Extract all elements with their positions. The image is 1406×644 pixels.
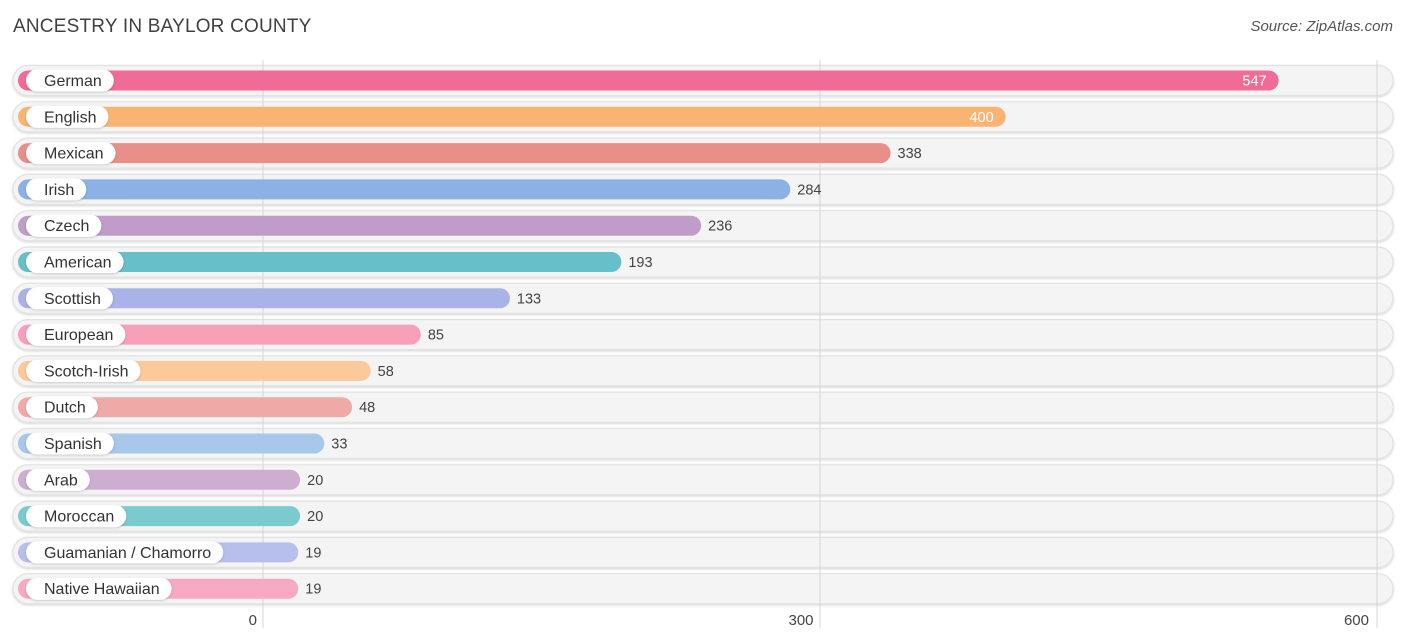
- value-label: 338: [898, 146, 922, 162]
- category-pill: [26, 323, 126, 346]
- category-label: American: [44, 255, 112, 272]
- category-pill: [26, 287, 113, 310]
- category-pill: [26, 214, 102, 237]
- bar: [18, 106, 1006, 127]
- source-label: Source: ZipAtlas.com: [1250, 18, 1393, 35]
- category-label: Scottish: [44, 291, 101, 308]
- value-label: 547: [1242, 74, 1266, 90]
- x-tick-label: 0: [249, 612, 257, 629]
- category-pill: [26, 505, 127, 528]
- value-label: 236: [708, 219, 732, 235]
- row-track: [12, 464, 1394, 496]
- bar: [18, 288, 510, 309]
- row-track: [12, 391, 1394, 423]
- category-pill: [26, 359, 141, 382]
- value-label: 400: [969, 110, 993, 126]
- value-label: 193: [628, 255, 652, 271]
- bars: German 547 English 400 Mexican 338 Irish 284 Cze…: [18, 69, 1279, 600]
- row-track: [12, 573, 1394, 605]
- category-pill: [26, 396, 98, 419]
- category-label: Native Hawaiian: [44, 581, 160, 598]
- row-track: [12, 536, 1394, 569]
- value-label: 133: [517, 291, 541, 307]
- value-label: 19: [305, 582, 321, 598]
- value-label: 33: [331, 437, 347, 453]
- category-label: Czech: [44, 218, 89, 235]
- bar: [18, 252, 622, 272]
- chart-title: ANCESTRY IN BAYLOR COUNTY: [13, 16, 312, 37]
- category-pill: [26, 251, 124, 273]
- category-label: Guamanian / Chamorro: [44, 545, 211, 562]
- category-pill: [26, 468, 90, 491]
- value-label: 284: [797, 182, 821, 198]
- value-label: 20: [307, 509, 323, 525]
- value-label: 19: [305, 545, 321, 561]
- category-label: Spanish: [44, 436, 102, 453]
- bar: [18, 179, 791, 200]
- category-pill: [26, 541, 224, 564]
- category-pill: [26, 105, 109, 128]
- category-label: Scotch-Irish: [44, 363, 128, 380]
- bar: [18, 397, 353, 418]
- category-pill: [26, 142, 116, 165]
- gridlines: 0 300 600: [249, 60, 1378, 629]
- category-label: European: [44, 327, 113, 344]
- row-track: [12, 500, 1394, 532]
- category-label: Irish: [44, 182, 74, 199]
- category-label: Mexican: [44, 146, 104, 163]
- bar: [18, 70, 1279, 91]
- value-label: 58: [378, 364, 394, 380]
- category-label: German: [44, 73, 102, 90]
- category-pill: [26, 69, 114, 92]
- value-label: 20: [307, 473, 323, 489]
- value-label: 48: [359, 400, 375, 416]
- x-tick-label: 600: [1344, 612, 1369, 629]
- bar: [18, 215, 702, 236]
- category-pill: [26, 178, 87, 201]
- category-label: Moroccan: [44, 509, 114, 526]
- value-label: 85: [428, 328, 444, 344]
- bar: [18, 143, 891, 164]
- category-label: Dutch: [44, 400, 86, 417]
- x-tick-label: 300: [788, 612, 813, 629]
- category-pill: [26, 577, 172, 600]
- row-track: [12, 427, 1394, 460]
- category-label: Arab: [44, 472, 78, 489]
- category-label: English: [44, 109, 96, 126]
- category-pill: [26, 432, 114, 455]
